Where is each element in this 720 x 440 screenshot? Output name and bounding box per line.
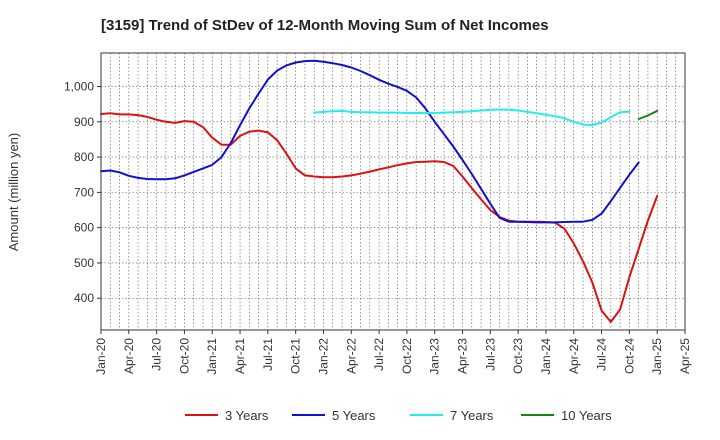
x-tick-label: Jan-24 [539,338,553,375]
x-tick-label: Jul-20 [150,338,164,371]
x-tick-label: Oct-21 [289,338,303,374]
x-tick-label: Jan-25 [650,338,664,375]
legend-label: 5 Years [332,408,376,423]
chart-title: [3159] Trend of StDev of 12-Month Moving… [101,17,549,34]
y-tick-label: 600 [74,221,94,235]
series-line-10-years [637,109,659,120]
y-tick-label: 700 [74,185,94,199]
legend-label: 3 Years [225,408,269,423]
x-tick-label: Apr-24 [567,338,581,374]
x-tick-label: Jan-23 [428,338,442,375]
x-tick-label: Oct-22 [400,338,414,374]
y-tick-label: 900 [74,115,94,129]
legend-label: 7 Years [450,408,494,423]
x-tick-label: Oct-24 [622,338,636,374]
series-line-3-years [100,112,659,323]
x-tick-label: Jul-23 [483,338,497,371]
x-tick-label: Apr-25 [678,338,692,374]
x-tick-label: Jul-24 [595,338,609,371]
y-tick-label: 1,000 [64,80,94,94]
x-tick-label: Oct-20 [177,338,191,374]
x-tick-label: Oct-23 [511,338,525,374]
x-axis-ticks: Jan-20 Apr-20 Jul-20 Oct-20 Jan-21 Apr-21 Jul-… [94,330,692,375]
plot-frame [100,52,686,331]
x-tick-label: Apr-20 [122,338,136,374]
y-axis-label: Amount (million yen) [6,133,21,252]
y-tick-label: 500 [74,256,94,270]
x-tick-label: Apr-21 [233,338,247,374]
y-tick-label: 400 [74,291,94,305]
x-tick-label: Jan-20 [94,338,108,375]
x-tick-label: Jan-22 [316,338,330,375]
x-tick-label: Apr-23 [456,338,470,374]
x-tick-label: Jul-21 [261,338,275,371]
legend-label: 10 Years [561,408,612,423]
series-line-5-years [100,59,640,224]
x-tick-label: Jul-22 [372,338,386,371]
plot-area [101,53,685,330]
x-tick-label: Jan-21 [205,338,219,375]
series-line-7-years [313,108,631,126]
legend: 3 Years 5 Years 7 Years 10 Years [185,408,612,423]
y-tick-label: 800 [74,150,94,164]
x-tick-label: Apr-22 [344,338,358,374]
series-layer [100,59,659,323]
grid [101,53,685,330]
y-axis-ticks: 400 500 600 700 800 900 1,000 [64,80,101,305]
